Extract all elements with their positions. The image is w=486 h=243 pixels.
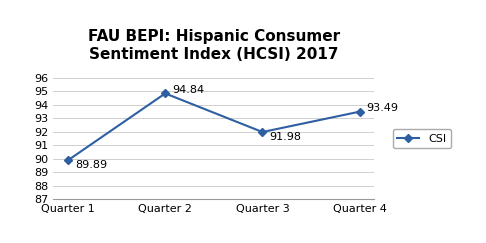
- Text: 93.49: 93.49: [366, 103, 399, 113]
- Line: CSI: CSI: [65, 91, 363, 163]
- Legend: CSI: CSI: [393, 129, 451, 148]
- Text: 91.98: 91.98: [269, 132, 301, 142]
- CSI: [357, 110, 363, 113]
- CSI: [162, 92, 168, 95]
- CSI: [260, 130, 265, 133]
- CSI: [65, 159, 71, 162]
- Text: 94.84: 94.84: [172, 85, 204, 95]
- Text: 89.89: 89.89: [75, 160, 107, 170]
- Text: FAU BEPI: Hispanic Consumer
Sentiment Index (HCSI) 2017: FAU BEPI: Hispanic Consumer Sentiment In…: [88, 29, 340, 61]
